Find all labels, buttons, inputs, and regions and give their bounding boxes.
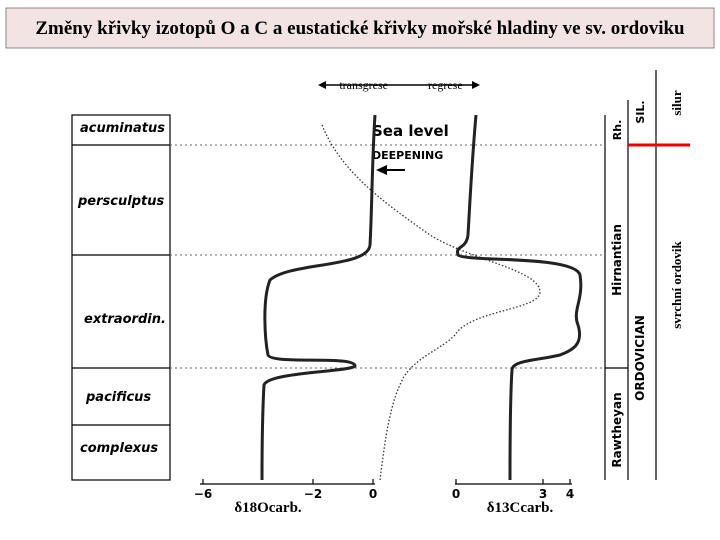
stage-label: Rawtheyan: [610, 392, 624, 467]
tick-label: −2: [304, 487, 322, 501]
title-bar: [5, 7, 715, 49]
tick-label: 0: [369, 487, 377, 501]
system-label: SIL.: [634, 100, 647, 123]
deepening-arrow-head: [376, 165, 387, 175]
stage-label: Hirnantian: [610, 224, 624, 296]
sea-level-subtitle: DEEPENING: [372, 149, 443, 162]
legend-right: regrese: [428, 78, 463, 92]
oxygen-curve: [260, 114, 377, 481]
tick-label: −6: [194, 487, 212, 501]
dashed-lines: [170, 144, 605, 369]
axis-label: δ13Ccarb.: [487, 500, 554, 516]
stage-label: Rh.: [611, 120, 624, 140]
period-label: silur: [669, 90, 684, 116]
zone-label: complexus: [80, 441, 158, 456]
system-label: ORDOVICIAN: [633, 315, 647, 401]
axis-label: δ18Ocarb.: [234, 500, 302, 516]
tick-label: 3: [539, 487, 547, 501]
zone-label: extraordin.: [84, 312, 166, 327]
axes: [200, 479, 572, 485]
tick-label: 4: [566, 487, 574, 501]
period-label: svrchní ordovik: [669, 240, 684, 328]
zone-label: pacificus: [85, 390, 151, 405]
sea-level-title: Sea level: [372, 122, 449, 140]
zone-grid: [71, 70, 657, 481]
zone-label: persculptus: [77, 194, 164, 209]
legend-left: transgrese: [339, 78, 388, 92]
tick-label: 0: [452, 487, 460, 501]
zone-label: acuminatus: [80, 121, 165, 136]
title: Změny křivky izotopů O a C a eustatické …: [35, 18, 685, 39]
carbon-curve: [456, 114, 583, 481]
sea-level-curve: [321, 124, 541, 481]
